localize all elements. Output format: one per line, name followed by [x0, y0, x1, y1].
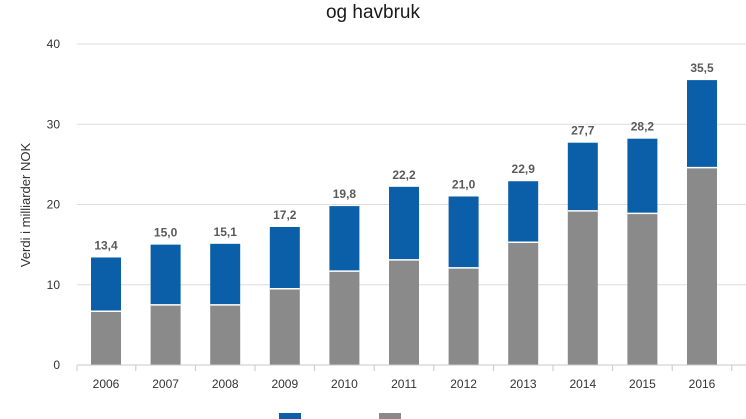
y-tick-label: 0: [53, 358, 60, 372]
legend: [279, 413, 401, 419]
legend-swatch: [379, 413, 401, 419]
bar-segment-upper: [627, 138, 658, 214]
bar-segment-lower: [91, 311, 121, 365]
bar-segment-upper: [210, 243, 241, 305]
bar-total-label: 22,9: [512, 162, 536, 176]
bar-total-label: 21,0: [452, 177, 476, 191]
x-tick-label: 2009: [271, 377, 298, 391]
bar-segment-lower: [329, 271, 360, 365]
legend-swatch: [279, 413, 301, 419]
x-axis-ticks: 2006 2007 2008 2009 2010 2011 2012 2013 2014 2015…: [76, 365, 733, 391]
bar-total-label: 13,4: [94, 238, 118, 252]
x-tick-label: 2007: [152, 377, 179, 391]
bar-segment-upper: [150, 244, 181, 305]
bar-segment-upper: [269, 226, 300, 289]
x-tick-label: 2011: [391, 377, 417, 391]
bar-total-label: 22,2: [392, 168, 416, 182]
y-axis-ticks: 0 10 20 30 40: [47, 37, 61, 372]
bar-segment-lower: [150, 304, 181, 365]
bar-segment-lower: [567, 210, 598, 365]
bar-segment-upper: [567, 142, 598, 211]
x-tick-label: 2013: [510, 377, 537, 391]
bar-total-label: 27,7: [571, 124, 595, 138]
x-tick-label: 2006: [93, 377, 120, 391]
bar-segment-upper: [91, 257, 121, 312]
bar-total-labels: 13,4 15,0 15,1 17,2 19,8 22,2 21,0 22,9 27,7 28,2…: [94, 61, 714, 252]
bar-segment-upper: [687, 80, 717, 168]
bar-segment-lower: [389, 259, 419, 365]
x-tick-label: 2012: [450, 377, 477, 391]
bar-segment-lower: [448, 267, 479, 365]
bar-total-label: 17,2: [273, 208, 297, 222]
y-tick-label: 20: [47, 198, 61, 212]
bar-total-label: 19,8: [333, 187, 357, 201]
y-tick-label: 10: [47, 278, 61, 292]
bar-segment-lower: [269, 288, 300, 365]
bar-total-label: 35,5: [690, 61, 714, 75]
bar-segment-upper: [508, 181, 539, 243]
chart-title: og havbruk: [326, 2, 421, 23]
x-tick-label: 2016: [689, 377, 716, 391]
bar-segment-upper: [448, 196, 479, 268]
x-tick-label: 2015: [629, 377, 656, 391]
bar-segment-upper: [389, 186, 419, 260]
bar-segment-lower: [687, 167, 717, 365]
bar-segment-lower: [627, 213, 658, 365]
x-tick-label: 2010: [331, 377, 358, 391]
y-tick-label: 40: [47, 37, 61, 51]
bar-segment-lower: [210, 304, 241, 365]
bars: [91, 80, 717, 365]
y-tick-label: 30: [47, 117, 61, 131]
bar-segment-upper: [329, 206, 360, 272]
x-tick-label: 2008: [212, 377, 239, 391]
bar-total-label: 28,2: [631, 120, 655, 134]
y-axis-label: Verdi i milliarder NOK: [18, 143, 33, 268]
bar-segment-lower: [508, 242, 539, 365]
x-tick-label: 2014: [569, 377, 596, 391]
bar-total-label: 15,1: [214, 225, 238, 239]
bar-total-label: 15,0: [154, 226, 178, 240]
